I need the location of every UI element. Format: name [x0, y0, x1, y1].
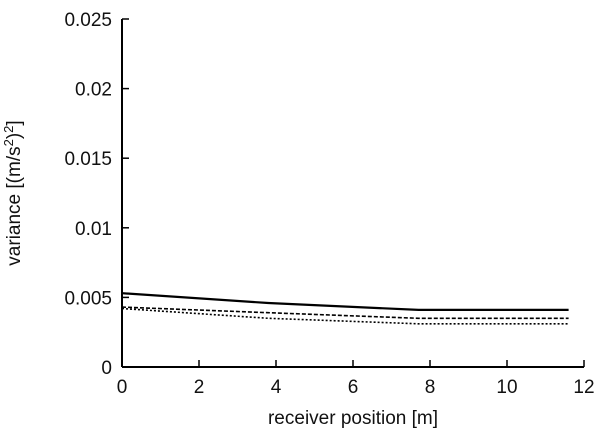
y-axis-label-sup1: 2	[1, 139, 16, 146]
series-line-dotted	[121, 307, 569, 325]
x-tick-label: 0	[117, 377, 128, 398]
x-tick-label: 12	[573, 377, 594, 398]
y-axis-label-prefix: variance [(m/s	[4, 146, 25, 265]
y-axis: 0 0.005 0.01 0.015 0.02 0.025	[64, 10, 129, 379]
series-line-solid	[121, 292, 569, 311]
y-tick-label: 0.005	[64, 288, 112, 309]
x-axis: 0 2 4 6 8 10 12	[117, 360, 595, 398]
y-tick-label: 0.015	[64, 149, 112, 170]
y-axis-label-suffix: ]	[4, 120, 25, 125]
x-tick-label: 4	[271, 377, 282, 398]
y-tick-label: 0.02	[75, 80, 112, 101]
y-axis-label-middle: )	[4, 133, 25, 139]
y-tick-label: 0.01	[75, 219, 112, 240]
y-tick-label: 0.025	[64, 10, 112, 31]
series-group	[121, 292, 569, 325]
y-axis-label-sup2: 2	[1, 126, 16, 133]
x-tick-label: 8	[425, 377, 436, 398]
x-tick-label: 10	[496, 377, 517, 398]
x-axis-label: receiver position [m]	[268, 408, 438, 429]
y-tick-label: 0	[101, 358, 112, 379]
y-axis-label: variance [(m/s2)2]	[1, 120, 26, 265]
series-line-dashed	[121, 306, 569, 320]
x-tick-label: 6	[348, 377, 359, 398]
x-tick-label: 2	[194, 377, 205, 398]
